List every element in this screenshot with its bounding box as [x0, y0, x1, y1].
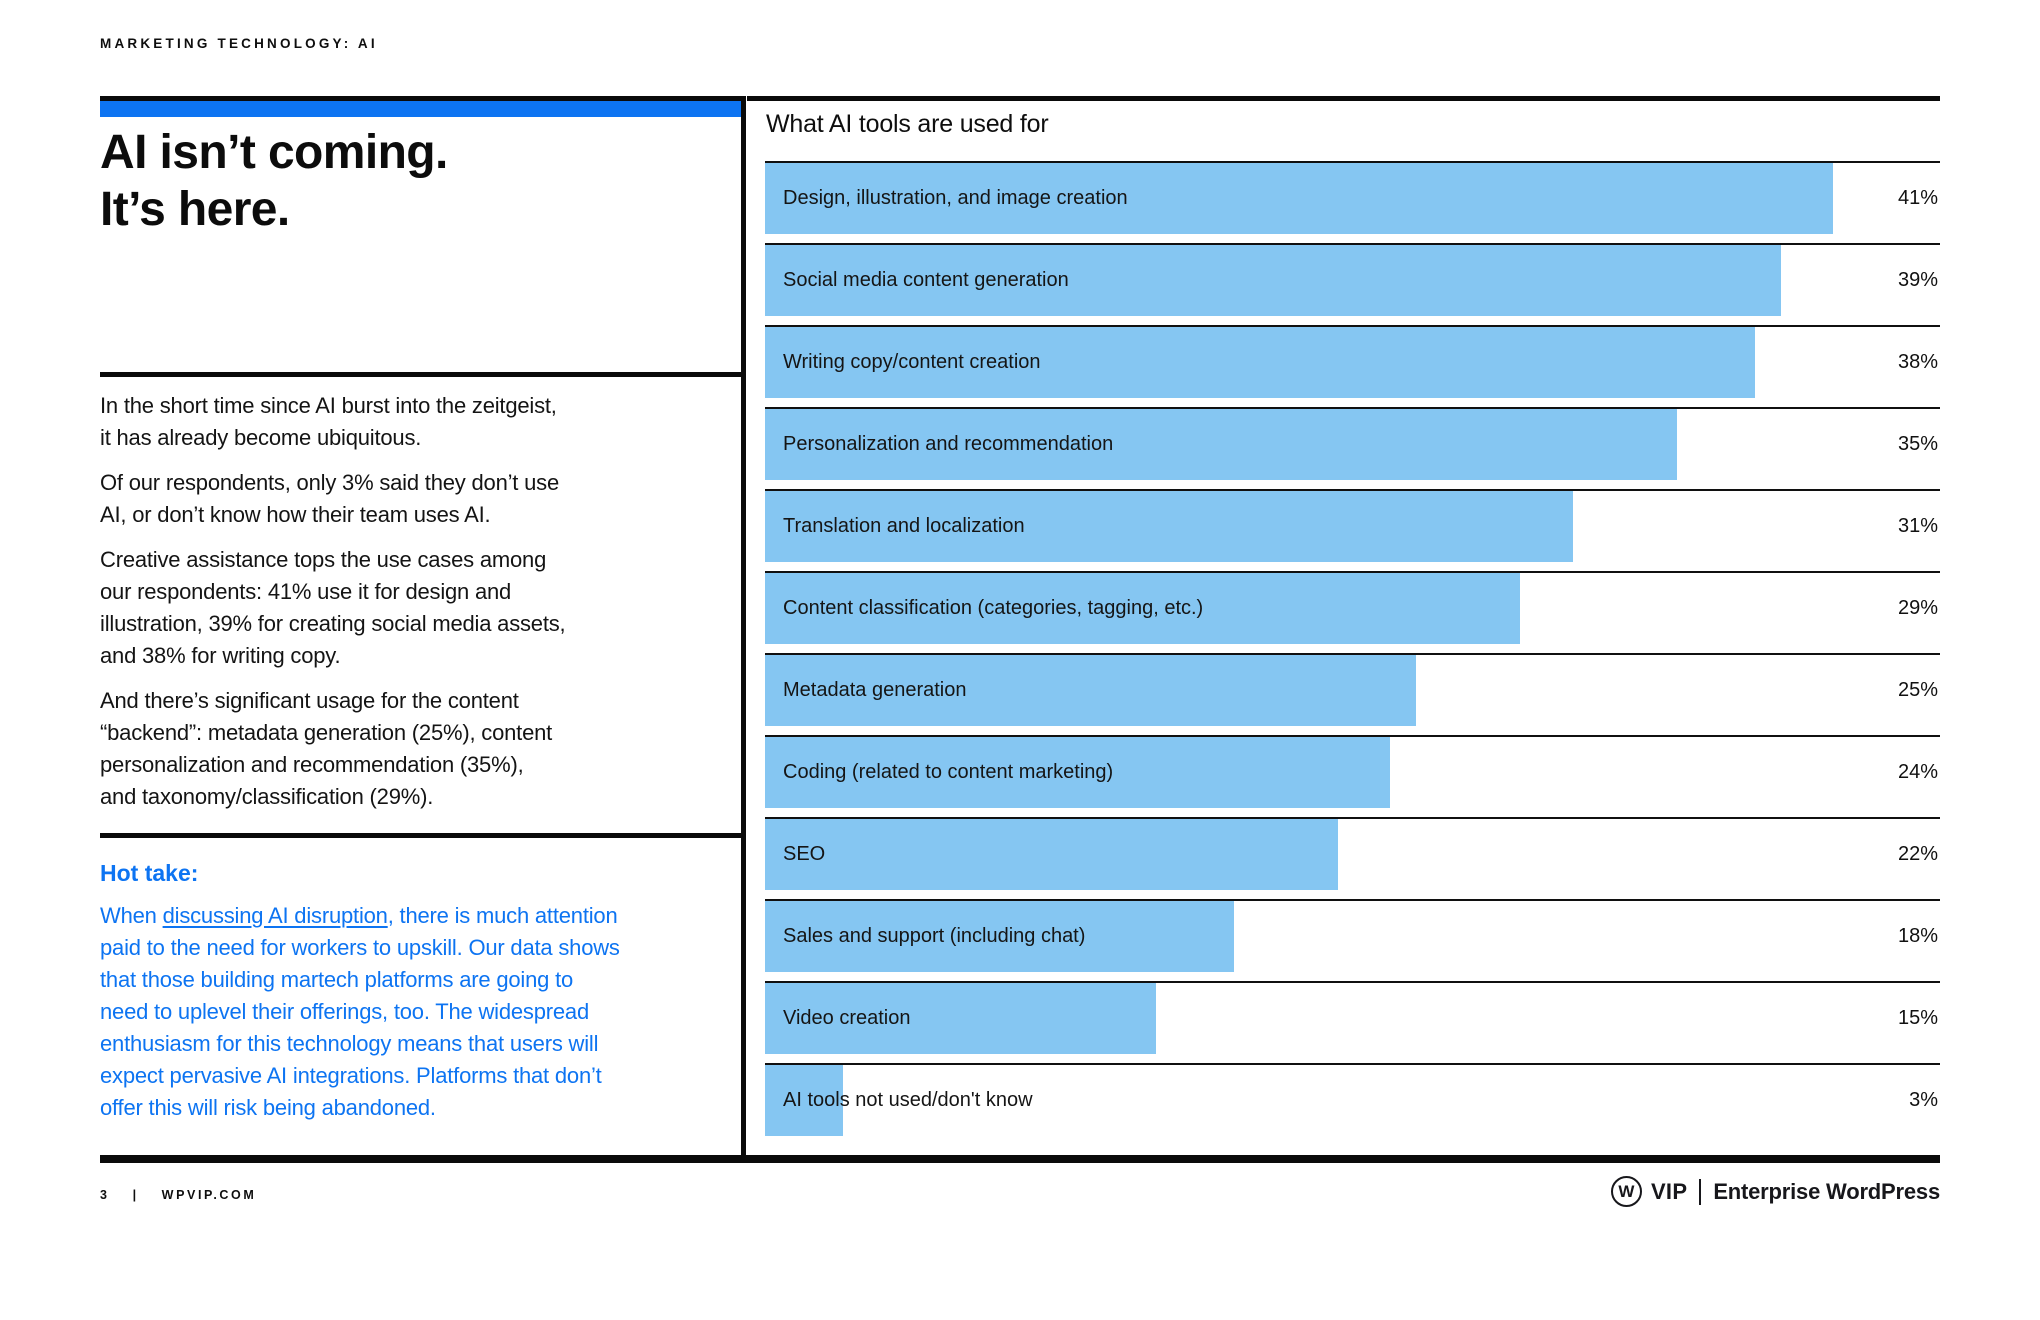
page-number: 3: [100, 1188, 110, 1202]
chart-row: Design, illustration, and image creation…: [765, 161, 1940, 243]
left-column-top-rule: [100, 96, 741, 101]
bar-value: 15%: [1897, 1007, 1938, 1029]
chart-row: Translation and localization 31%: [765, 489, 1940, 571]
bar: [765, 573, 1520, 644]
bar-label: Translation and localization: [783, 515, 1025, 537]
bar: [765, 819, 1338, 890]
logo-divider: [1699, 1178, 1702, 1205]
bar-label: Metadata generation: [783, 679, 967, 701]
bar-label: Writing copy/content creation: [783, 351, 1041, 373]
bar-label: Design, illustration, and image creation: [783, 187, 1128, 209]
chart-row: SEO 22%: [765, 817, 1940, 899]
intro-top-rule: [100, 372, 741, 377]
logo-enterprise-text: Enterprise WordPress: [1713, 1178, 1940, 1204]
bar-label: Social media content generation: [783, 269, 1069, 291]
bar: [765, 1065, 843, 1136]
bar-value: 29%: [1897, 597, 1938, 619]
bar: [765, 163, 1833, 234]
bar: [765, 983, 1156, 1054]
bar-chart: Design, illustration, and image creation…: [765, 161, 1940, 1145]
bar-value: 39%: [1897, 269, 1938, 291]
bar-value: 41%: [1897, 187, 1938, 209]
footer-rule: [100, 1155, 1940, 1163]
eyebrow-label: MARKETING TECHNOLOGY: AI: [100, 36, 378, 51]
bar-label: Coding (related to content marketing): [783, 761, 1114, 783]
page-title: AI isn’t coming. It’s here.: [100, 126, 448, 236]
bar-label: Sales and support (including chat): [783, 925, 1086, 947]
intro-paragraph: Of our respondents, only 3% said they do…: [100, 470, 559, 527]
bar-value: 24%: [1897, 761, 1938, 783]
bar-label: AI tools not used/don't know: [783, 1089, 1033, 1111]
bar-label: Video creation: [783, 1007, 911, 1029]
chart-panel-top-rule: [747, 96, 1940, 101]
blue-accent-bar: [100, 101, 741, 117]
hot-take-text-before: When: [100, 903, 163, 928]
intro-paragraph: In the short time since AI burst into th…: [100, 393, 557, 450]
bar-value: 18%: [1897, 925, 1938, 947]
footer-separator: |: [132, 1188, 139, 1202]
bar: [765, 245, 1781, 316]
hot-take-paragraph: When discussing AI disruption, there is …: [100, 900, 740, 1124]
bar: [765, 409, 1677, 480]
intro-paragraph: And there’s significant usage for the co…: [100, 688, 553, 809]
bar-value: 38%: [1897, 351, 1938, 373]
column-divider: [741, 96, 746, 1158]
footer-left: 3 | WPVIP.COM: [100, 1188, 256, 1202]
intro-text: In the short time since AI burst into th…: [100, 390, 740, 826]
chart-row: Writing copy/content creation 38%: [765, 325, 1940, 407]
intro-paragraph: Creative assistance tops the use cases a…: [100, 547, 566, 668]
chart-row: Metadata generation 25%: [765, 653, 1940, 735]
bar-label: Personalization and recommendation: [783, 433, 1114, 455]
bar-value: 31%: [1897, 515, 1938, 537]
bar: [765, 655, 1416, 726]
ai-disruption-link[interactable]: discussing AI disruption: [162, 903, 388, 928]
bar-label: SEO: [783, 843, 826, 865]
bar-label: Content classification (categories, tagg…: [783, 597, 1204, 619]
chart-row: AI tools not used/don't know 3%: [765, 1063, 1940, 1145]
bar: [765, 737, 1390, 808]
bar-value: 3%: [1909, 1089, 1938, 1111]
bar-value: 35%: [1897, 433, 1938, 455]
hot-take-text-after: , there is much attention paid to the ne…: [100, 903, 620, 1120]
chart-row: Social media content generation 39%: [765, 243, 1940, 325]
bar: [765, 901, 1234, 972]
chart-row: Content classification (categories, tagg…: [765, 571, 1940, 653]
hot-take-heading: Hot take:: [100, 860, 199, 886]
chart-row: Personalization and recommendation 35%: [765, 407, 1940, 489]
vip-enterprise-wordpress-logo: W VIP Enterprise WordPress: [1610, 1176, 1940, 1207]
chart-title: What AI tools are used for: [766, 110, 1049, 138]
chart-row: Coding (related to content marketing) 24%: [765, 735, 1940, 817]
hot-take-top-rule: [100, 833, 741, 838]
bar: [765, 327, 1755, 398]
bar: [765, 491, 1573, 562]
bar-value: 22%: [1897, 843, 1938, 865]
chart-row: Video creation 15%: [765, 981, 1940, 1063]
chart-row: Sales and support (including chat) 18%: [765, 899, 1940, 981]
footer-site-url: WPVIP.COM: [161, 1188, 257, 1202]
wordpress-icon: W: [1610, 1176, 1642, 1207]
bar-value: 25%: [1897, 679, 1938, 701]
logo-vip-text: VIP: [1650, 1178, 1688, 1204]
